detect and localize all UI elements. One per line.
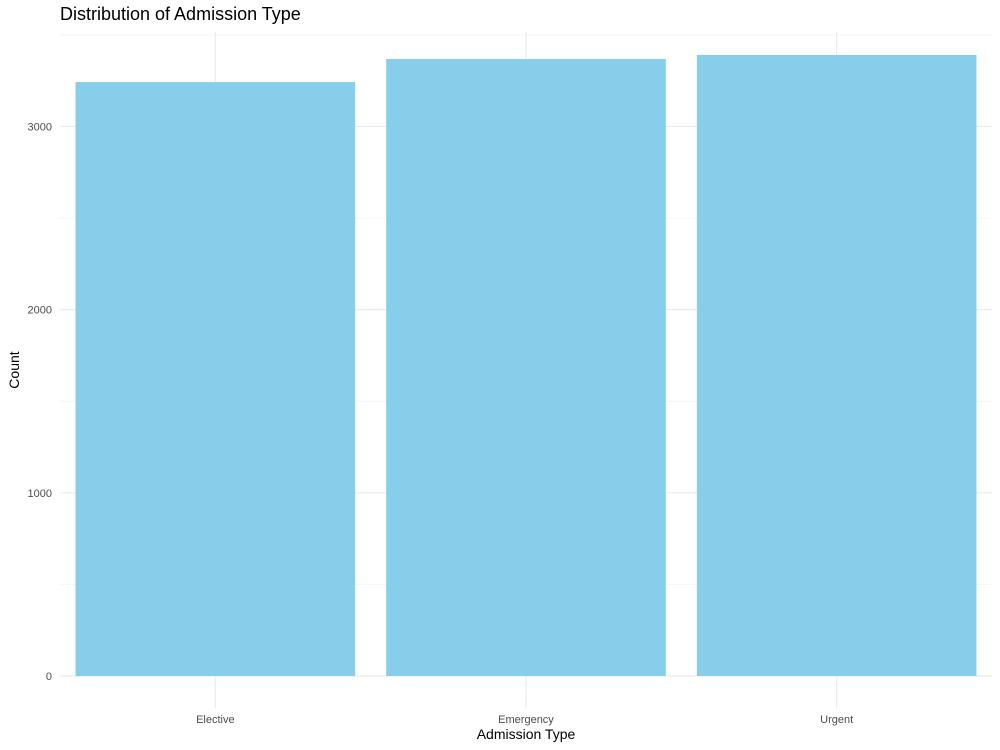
bar-emergency [386,59,666,676]
x-axis-title: Admission Type [477,726,576,742]
y-axis-ticks: 0 1000 2000 3000 [28,121,52,683]
x-tick-label: Urgent [820,714,853,726]
chart-title: Distribution of Admission Type [60,4,301,24]
bars-layer [75,54,977,676]
y-tick-label: 3000 [28,121,52,133]
y-tick-label: 2000 [28,305,52,317]
x-axis-ticks: Elective Emergency Urgent [196,714,853,726]
x-tick-label: Elective [196,714,235,726]
bar-elective [75,82,356,676]
x-tick-label: Emergency [498,714,554,726]
bar-urgent [696,54,977,676]
y-tick-label: 1000 [28,488,52,500]
y-axis-title: Count [6,351,22,388]
y-tick-label: 0 [46,671,52,683]
